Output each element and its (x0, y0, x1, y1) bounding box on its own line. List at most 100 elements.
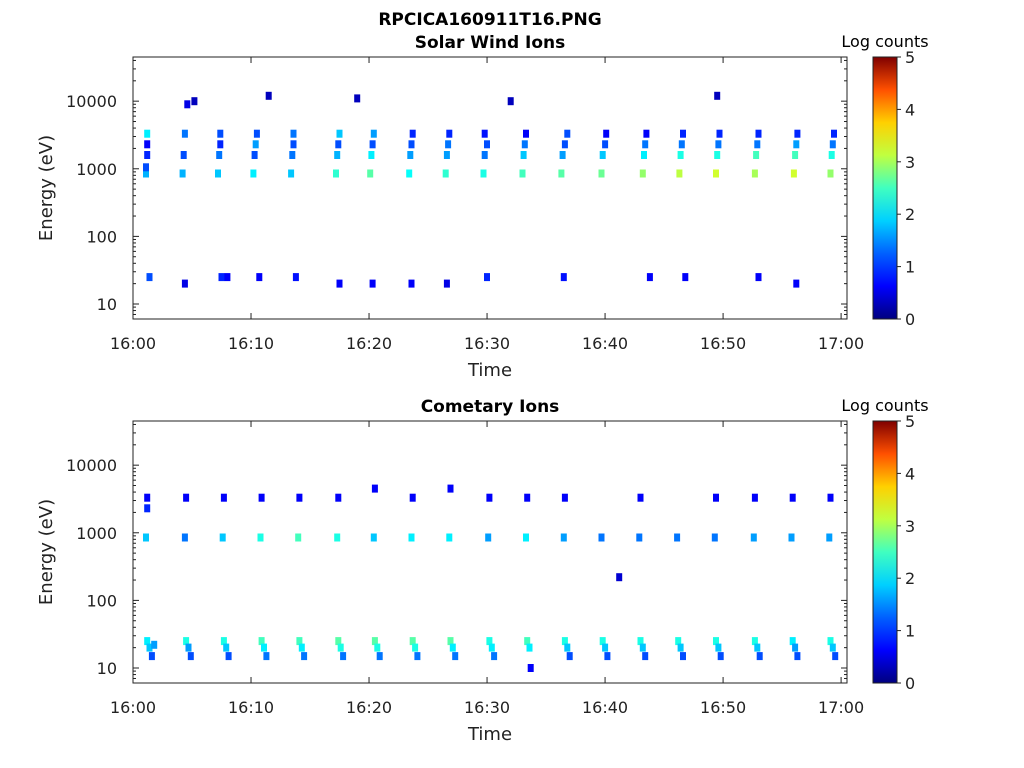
heatmap-cell (828, 151, 835, 159)
y-tick-label: 10 (97, 295, 117, 314)
y-tick-label: 1000 (76, 160, 117, 179)
heatmap-cell (144, 151, 151, 159)
x-tick-label: 16:10 (228, 698, 274, 717)
heatmap-cell (598, 533, 605, 542)
heatmap-cell (526, 643, 533, 652)
heatmap-cell (146, 273, 153, 282)
heatmap-cell (643, 129, 650, 138)
heatmap-cell (639, 169, 646, 178)
x-tick-label: 16:40 (582, 698, 628, 717)
heatmap-cell (256, 273, 263, 282)
heatmap-cell (289, 151, 296, 159)
heatmap-cell (181, 129, 188, 138)
heatmap-cell (220, 493, 227, 502)
heatmap-cell (792, 643, 799, 652)
y-tick-label: 1000 (76, 524, 117, 543)
heatmap-cell (144, 129, 151, 138)
heatmap-cell (677, 643, 684, 652)
heatmap-cell (336, 129, 343, 138)
heatmap-cell (602, 140, 609, 149)
figure-title: RPCICA160911T16.PNG (378, 10, 601, 30)
y-axis-cometary: 10 100 1000 10000 (66, 423, 847, 684)
heatmap-cell (337, 643, 344, 652)
heatmap-cell (191, 97, 198, 106)
heatmap-cell (354, 94, 361, 103)
colorbar-solar-wind (872, 56, 898, 320)
heatmap-cell (717, 652, 724, 661)
heatmap-cell (187, 652, 194, 661)
plot-frame-solar-wind (132, 56, 848, 320)
heatmap-cell (831, 129, 837, 138)
heatmap-cell (524, 637, 531, 646)
heatmap-cell (180, 151, 187, 159)
plot-frame-cometary (132, 420, 848, 684)
heatmap-cell (370, 533, 377, 542)
heatmap-cell (713, 493, 719, 502)
heatmap-cell (251, 151, 258, 159)
heatmap-cell (288, 169, 295, 178)
heatmap-cell (826, 533, 833, 542)
heatmap-cell (374, 643, 381, 652)
heatmap-cell (603, 129, 610, 138)
heatmap-cell (449, 643, 456, 652)
heatmap-cell (258, 493, 265, 502)
heatmap-cell (711, 533, 718, 542)
heatmap-cell (179, 169, 186, 178)
heatmap-cell (446, 129, 453, 138)
heatmap-cell (636, 533, 643, 542)
y-tick-label: 100 (86, 591, 117, 610)
y-axis-label-cometary: Energy (eV) (36, 499, 57, 605)
heatmap-cell (794, 652, 801, 661)
heatmap-cell (829, 140, 836, 149)
heatmap-cell (151, 640, 158, 649)
heatmap-cell (680, 129, 686, 138)
heatmap-cell (646, 273, 653, 282)
heatmap-cell (263, 652, 270, 661)
heatmap-cell (407, 151, 414, 159)
heatmap-cell (452, 652, 459, 661)
heatmap-cell (443, 279, 450, 288)
heatmap-cell (754, 643, 761, 652)
heatmap-cells-solar-wind (143, 91, 837, 288)
colorbar-tick-label: 2 (905, 569, 915, 588)
panel-title-solar-wind: Solar Wind Ions (415, 33, 566, 53)
heatmap-cell (675, 637, 682, 646)
heatmap-cell (334, 533, 341, 542)
heatmap-cell (827, 493, 834, 502)
heatmap-cell (674, 533, 681, 542)
heatmap-cell (148, 652, 155, 661)
heatmap-cell (298, 643, 305, 652)
heatmap-cell (488, 643, 495, 652)
x-tick-label: 16:40 (582, 334, 628, 353)
heatmap-cell (481, 129, 488, 138)
heatmap-cell (616, 573, 623, 582)
heatmap-cell (408, 533, 415, 542)
colorbar-tick-label: 2 (905, 205, 915, 224)
heatmap-cell (143, 163, 149, 172)
x-tick-label: 16:20 (346, 334, 392, 353)
colorbar-tick-label: 3 (905, 517, 915, 536)
colorbar-ticks-cometary: 0 1 2 3 4 5 (897, 412, 915, 693)
heatmap-cell (642, 140, 649, 149)
heatmap-cell (218, 273, 225, 282)
x-tick-label: 17:00 (818, 698, 864, 717)
heatmap-cell (224, 273, 231, 282)
heatmap-cell (481, 151, 488, 159)
heatmap-cell (367, 169, 374, 178)
heatmap-cell (680, 652, 686, 661)
x-tick-label: 16:50 (700, 334, 746, 353)
heatmap-cell (265, 91, 272, 100)
heatmap-cell (183, 493, 190, 502)
x-tick-label: 17:00 (818, 334, 864, 353)
colorbar-tick-label: 5 (905, 48, 915, 67)
colorbar-tick-label: 0 (905, 310, 915, 329)
heatmap-cell (442, 169, 449, 178)
heatmap-cell (484, 273, 490, 282)
heatmap-cell (296, 637, 303, 646)
heatmap-cell (715, 643, 722, 652)
heatmap-cell (252, 140, 259, 149)
colorbar-tick-label: 4 (905, 100, 915, 119)
heatmap-cell (485, 533, 492, 542)
heatmap-cell (486, 493, 493, 502)
heatmap-cell (408, 279, 415, 288)
